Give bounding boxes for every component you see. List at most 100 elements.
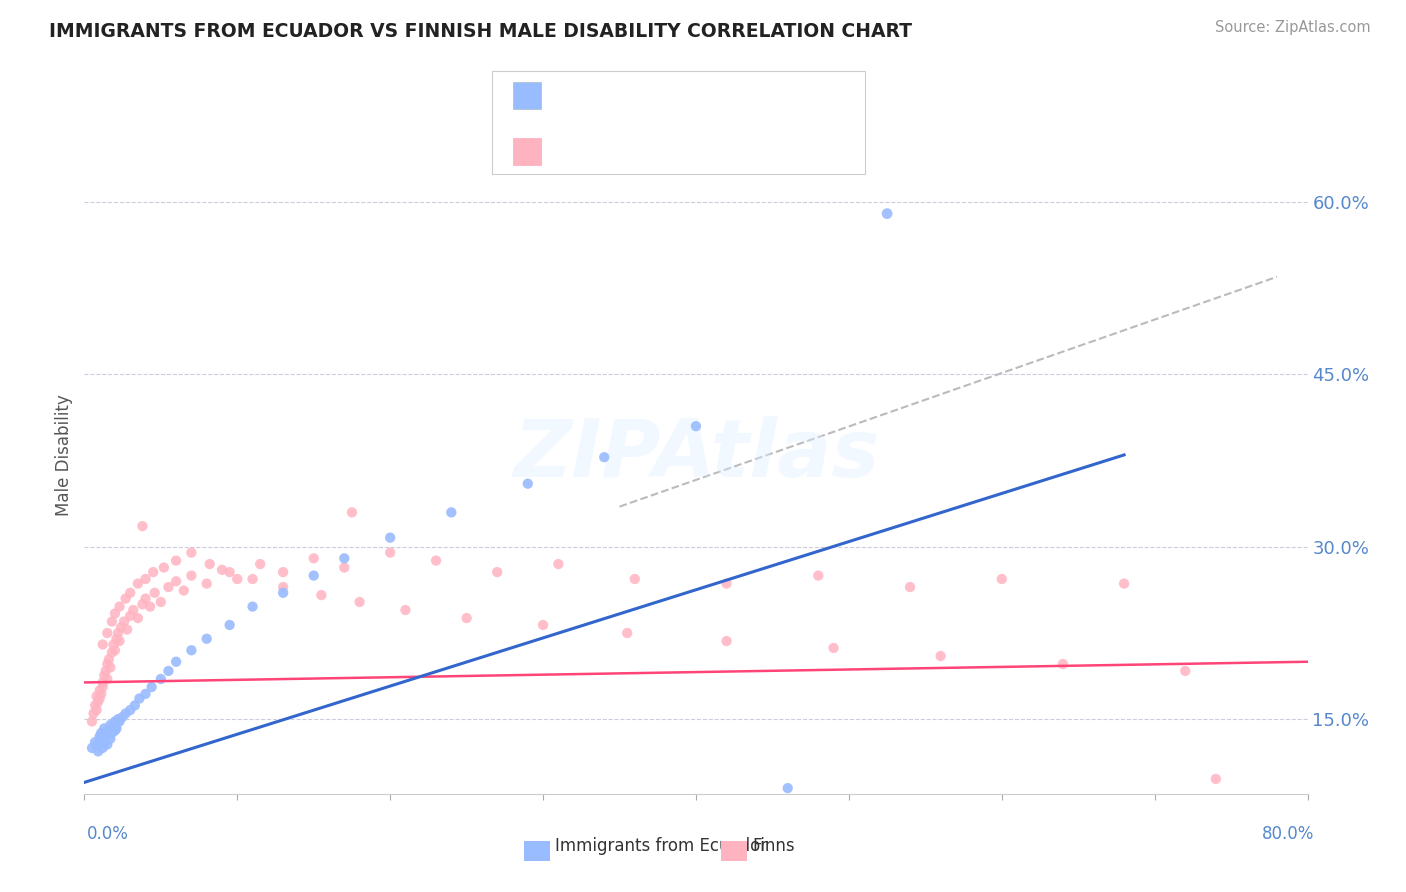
Text: 80.0%: 80.0% [1263, 825, 1315, 843]
Point [93, 735, 115, 749]
Point [195, 576, 218, 591]
Point [96, 738, 118, 752]
Point [142, 565, 165, 579]
Point [115, 623, 138, 637]
Point [97, 723, 120, 738]
Point [89, 738, 111, 752]
Point [716, 634, 738, 648]
Point [302, 551, 325, 566]
Point [531, 618, 554, 632]
Point [1205, 772, 1227, 786]
Point [89, 730, 111, 744]
Point [122, 603, 145, 617]
Point [89, 683, 111, 698]
Point [87, 744, 110, 758]
Point [876, 206, 898, 220]
Point [101, 726, 124, 740]
Point [380, 531, 402, 545]
Point [91, 675, 114, 690]
Point [135, 687, 157, 701]
Point [218, 565, 240, 579]
Point [271, 565, 294, 579]
Point [91, 740, 114, 755]
Point [120, 703, 142, 717]
Point [242, 599, 264, 614]
Point [218, 618, 240, 632]
Point [114, 706, 136, 721]
Point [98, 731, 121, 746]
Point [180, 545, 202, 559]
Point [98, 718, 121, 732]
Point [226, 572, 249, 586]
Point [104, 643, 127, 657]
Point [271, 586, 294, 600]
Point [516, 476, 538, 491]
Point [107, 626, 129, 640]
Point [249, 557, 271, 571]
Point [311, 588, 333, 602]
Point [776, 781, 799, 796]
Point [486, 565, 509, 579]
Point [96, 626, 118, 640]
Point [93, 668, 115, 682]
Point [94, 664, 117, 678]
Point [929, 648, 952, 663]
Point [94, 730, 117, 744]
Y-axis label: Male Disability: Male Disability [55, 394, 73, 516]
Point [616, 626, 638, 640]
Point [380, 545, 402, 559]
Point [80, 714, 103, 729]
Point [97, 652, 120, 666]
Point [131, 597, 153, 611]
Point [90, 726, 112, 740]
Point [716, 576, 738, 591]
Point [120, 608, 142, 623]
Point [98, 660, 121, 674]
Point [456, 611, 478, 625]
Point [149, 595, 172, 609]
Point [131, 519, 153, 533]
Point [141, 680, 163, 694]
Point [108, 714, 131, 729]
Point [211, 563, 233, 577]
Point [807, 568, 830, 582]
Point [153, 560, 176, 574]
Point [135, 591, 157, 606]
Point [114, 591, 136, 606]
Point [143, 586, 166, 600]
Point [340, 505, 363, 519]
Point [198, 557, 221, 571]
Point [1174, 664, 1197, 678]
Point [139, 599, 162, 614]
Point [135, 572, 157, 586]
Point [107, 712, 129, 726]
Text: Finns: Finns [752, 837, 794, 855]
Point [128, 691, 150, 706]
Point [593, 450, 616, 465]
Point [440, 505, 463, 519]
Point [101, 615, 124, 629]
Text: R =  0.732   N = 47: R = 0.732 N = 47 [551, 85, 728, 103]
Text: 0.0%: 0.0% [87, 825, 129, 843]
Point [180, 568, 202, 582]
Text: Immigrants from Ecuador: Immigrants from Ecuador [555, 837, 768, 855]
Point [898, 580, 921, 594]
Point [105, 632, 128, 646]
Point [86, 703, 108, 717]
Point [165, 554, 187, 568]
Point [127, 576, 149, 591]
Point [157, 664, 180, 678]
Text: IMMIGRANTS FROM ECUADOR VS FINNISH MALE DISABILITY CORRELATION CHART: IMMIGRANTS FROM ECUADOR VS FINNISH MALE … [49, 22, 912, 41]
Point [80, 740, 103, 755]
Point [89, 691, 111, 706]
Point [547, 557, 569, 571]
Point [83, 706, 105, 721]
Point [84, 735, 107, 749]
Point [165, 655, 187, 669]
Point [104, 714, 127, 729]
Point [103, 638, 125, 652]
Text: R =  0.048   N = 90: R = 0.048 N = 90 [551, 145, 727, 162]
Point [173, 583, 195, 598]
Point [157, 580, 180, 594]
Point [87, 695, 110, 709]
